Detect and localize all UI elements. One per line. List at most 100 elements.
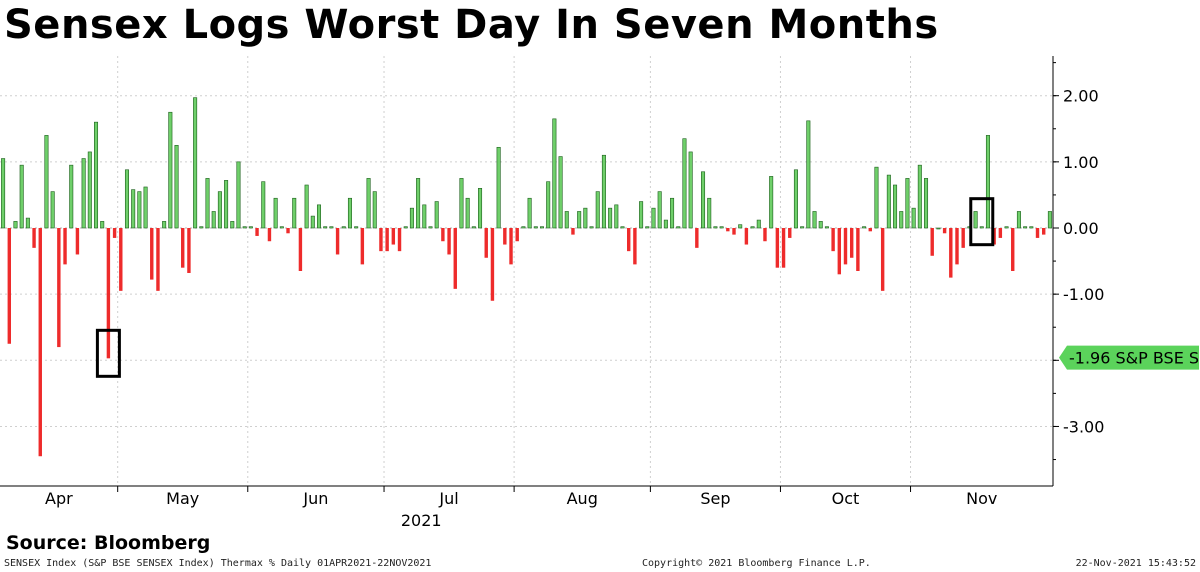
bar [44,135,49,229]
bar [478,188,483,229]
bar [1023,226,1028,229]
bar [670,197,675,229]
chart-background [0,56,1200,528]
bar [800,226,805,229]
bar [38,228,42,457]
bar [310,215,315,229]
highlight-box [95,328,121,378]
bar [924,178,929,229]
bar [955,228,959,265]
bar [769,176,774,229]
bar [187,228,191,273]
bar [930,228,934,256]
bar [156,228,160,291]
bar [837,228,842,275]
bar [874,166,879,229]
y-tick-label: 0.00 [1063,219,1099,238]
bar [732,228,736,235]
bar [552,118,557,229]
bar [1035,228,1040,238]
x-month-label: Jul [438,489,458,508]
bar [657,191,662,229]
bar [812,211,817,229]
bar [663,219,668,229]
bar [676,226,681,229]
bar [911,207,916,229]
bar [434,201,439,229]
bar [1,158,6,229]
bar [620,226,625,229]
bar [496,146,501,229]
bar [150,228,154,280]
bar [230,221,235,229]
bar [627,228,631,252]
bar [292,197,297,229]
bar [106,228,111,359]
last-value-tag [1059,345,1199,370]
bar [608,207,613,229]
bar [738,224,743,229]
bar [441,228,445,242]
bar [459,178,464,229]
bar [949,228,953,278]
bar [181,228,185,268]
bar [112,228,117,238]
bar [849,228,854,258]
x-month-label: Aug [567,489,598,508]
footer-copyright: Copyright© 2021 Bloomberg Finance L.P. [642,558,871,569]
y-tick-label: 2.00 [1063,87,1099,106]
bar [527,197,532,229]
bar [279,226,284,229]
bar [862,226,867,229]
bar [205,178,210,229]
bar [447,228,451,255]
y-tick-label: -3.00 [1063,417,1104,436]
bar-series [1,97,1052,457]
bar [94,121,99,229]
bar [484,228,488,258]
bar [69,164,74,229]
bar [465,197,470,229]
bar [509,228,513,265]
bar-chart: 2.00 1.00 0.00 -1.00 -3.00 Apr May Jun Jul Aug Sep… [0,56,1200,530]
bar [893,184,898,229]
bar [273,197,278,229]
bar [973,211,978,229]
bar [533,226,538,229]
bar [124,169,129,229]
bar [335,228,340,255]
bar [131,189,136,229]
bar [255,228,259,236]
bar [558,156,563,229]
bar [366,178,371,229]
bar [416,178,421,229]
bar [577,211,582,229]
footer-index-info: SENSEX Index (S&P BSE SENSEX Index) Ther… [4,558,432,569]
x-month-label: Oct [832,489,860,508]
bar [713,226,718,229]
bar [515,228,519,242]
bar [193,97,198,229]
bar [304,184,309,229]
bar [843,228,848,265]
bar [868,228,872,232]
bar [385,228,389,252]
bar [1016,211,1021,229]
bar [589,226,594,229]
bar [546,181,551,229]
x-month-label: Apr [45,489,73,508]
bar [236,161,241,229]
bar [57,228,61,348]
bar [905,178,910,229]
bar [323,226,328,229]
bar [286,228,290,234]
bar [316,204,322,229]
x-month-label: May [166,489,199,508]
bar [224,180,229,229]
bar [242,226,247,229]
bar [707,197,712,229]
bar [831,228,835,252]
bar [347,197,352,229]
highlight-box [969,197,995,247]
bar [100,221,105,229]
